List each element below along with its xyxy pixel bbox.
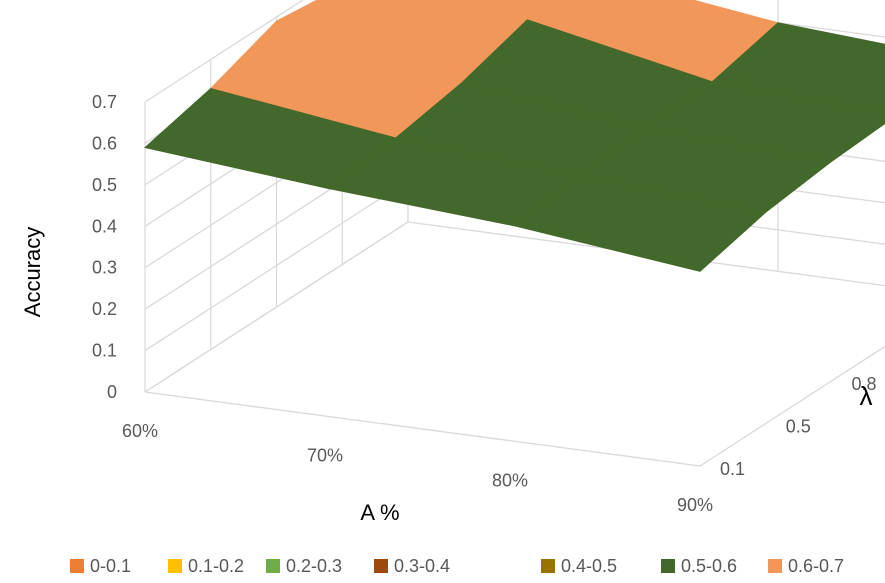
- z-tick-label: 0.6: [92, 133, 117, 153]
- z-tick-label: 0.1: [92, 341, 117, 361]
- lambda-tick-label: 0.1: [720, 459, 745, 479]
- x-tick-label: 60%: [122, 421, 158, 441]
- x-tick-label: 70%: [307, 446, 343, 466]
- z-tick-label: 0.3: [92, 258, 117, 278]
- legend-swatch: [70, 559, 84, 573]
- legend-label: 0.1-0.2: [188, 556, 244, 576]
- x-tick-label: 80%: [492, 470, 528, 490]
- floor-axis-line: [144, 221, 409, 393]
- z-tick-label: 0.4: [92, 216, 117, 236]
- lambda-tick-label: 0.5: [786, 417, 811, 437]
- gridline-z: [144, 221, 885, 393]
- x-tick-label: 90%: [677, 495, 713, 515]
- z-tick-label: 0: [107, 382, 117, 402]
- legend-swatch: [768, 559, 782, 573]
- legend-label: 0.4-0.5: [561, 556, 617, 576]
- legend-label: 0.6-0.7: [788, 556, 844, 576]
- y-axis-title: λ: [860, 381, 873, 411]
- legend-label: 0-0.1: [90, 556, 131, 576]
- z-tick-label: 0.2: [92, 299, 117, 319]
- legend-swatch: [374, 559, 388, 573]
- legend-label: 0.3-0.4: [394, 556, 450, 576]
- legend: 0-0.1 0.1-0.2 0.2-0.3 0.3-0.4 0.4-0.5 0.5-0.6…: [70, 556, 844, 576]
- surface-patch: [513, 174, 767, 272]
- legend-swatch: [168, 559, 182, 573]
- floor-axis-line: [699, 345, 885, 467]
- axis-ticks: 0 0.1 0.2 0.3 0.4 0.5 0.6 0.7 60% 70% 80% 90% 0.1 0.5…: [92, 92, 877, 515]
- z-axis-title: Accuracy: [20, 227, 45, 317]
- x-axis-title: A %: [360, 500, 399, 525]
- legend-label: 0.5-0.6: [681, 556, 737, 576]
- gridline-z: [144, 0, 304, 103]
- legend-swatch: [541, 559, 555, 573]
- legend-label: 0.2-0.3: [286, 556, 342, 576]
- z-tick-label: 0.5: [92, 175, 117, 195]
- z-tick-label: 0.7: [92, 92, 117, 112]
- surface-plot: [143, 0, 885, 272]
- lambda-tick-label: 0.8: [852, 374, 877, 394]
- floor-axis-line: [144, 391, 701, 467]
- legend-swatch: [661, 559, 675, 573]
- legend-swatch: [266, 559, 280, 573]
